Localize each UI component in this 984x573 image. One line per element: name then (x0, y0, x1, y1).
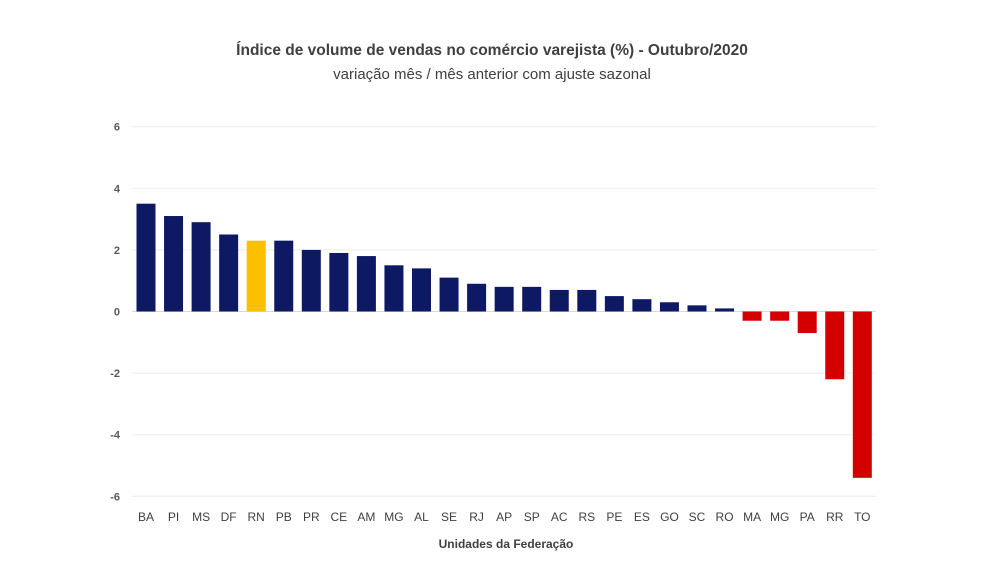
x-axis-label: Unidades da Federação (438, 537, 574, 551)
bar-al (412, 268, 431, 312)
bar-pa (797, 311, 817, 334)
x-tick-label: RJ (469, 510, 484, 524)
bar-am (356, 256, 376, 312)
bar-rn (246, 240, 266, 312)
bar-ba (136, 203, 156, 312)
bar-to (852, 311, 872, 478)
x-tick-label: PB (276, 510, 292, 524)
bar-ro (715, 308, 735, 312)
x-tick-label: SE (441, 510, 457, 524)
bar-rj (467, 283, 487, 312)
bar-ap (494, 286, 514, 312)
x-tick-label: PE (606, 510, 622, 524)
bar-pi (164, 216, 184, 312)
bar-pr (301, 249, 321, 312)
x-tick-label: BA (138, 510, 154, 524)
x-tick-label: ES (634, 510, 650, 524)
y-tick-label: -6 (110, 491, 120, 503)
y-tick-label: -4 (110, 430, 121, 442)
chart-subtitle: variação mês / mês anterior com ajuste s… (333, 66, 651, 83)
x-tick-label: AL (414, 510, 429, 524)
x-tick-label: RS (578, 510, 595, 524)
chart-title: Índice de volume de vendas no comércio v… (236, 42, 748, 59)
bar-rs (577, 289, 597, 312)
x-tick-label: CE (331, 510, 348, 524)
bar-ac (549, 289, 569, 312)
x-tick-label: TO (854, 510, 870, 524)
x-tick-label: RN (248, 510, 265, 524)
y-tick-label: 0 (114, 307, 120, 319)
bar-sc (687, 305, 707, 312)
x-tick-label: AP (496, 510, 512, 524)
x-tick-label: MS (192, 510, 210, 524)
x-tick-label: SC (689, 510, 706, 524)
y-tick-label: 4 (114, 183, 121, 195)
x-tick-label: PI (168, 510, 179, 524)
bar-sp (522, 286, 542, 312)
bar-rr (825, 311, 845, 380)
bar-ma (742, 311, 762, 321)
x-tick-label: AM (357, 510, 375, 524)
bar-pb (274, 240, 294, 312)
y-tick-label: 6 (114, 122, 120, 134)
x-tick-label: PR (303, 510, 320, 524)
x-tick-label: GO (660, 510, 679, 524)
x-tick-label: PA (800, 510, 815, 524)
y-tick-label: 2 (114, 245, 120, 257)
bar-ms (191, 222, 211, 312)
bar-es (632, 299, 652, 312)
x-tick-label: MG (384, 510, 403, 524)
x-tick-label: DF (221, 510, 237, 524)
x-tick-label: SP (524, 510, 540, 524)
bar-df (219, 234, 239, 312)
bar-se (439, 277, 459, 312)
x-tick-label: RO (716, 510, 734, 524)
x-tick-label: RR (826, 510, 844, 524)
bar-mg (770, 311, 790, 321)
bar-pe (604, 296, 624, 312)
x-tick-label: MA (743, 510, 761, 524)
x-tick-label: AC (551, 510, 568, 524)
y-tick-label: -2 (110, 368, 120, 380)
bar-mg (384, 265, 404, 312)
x-tick-label: MG (770, 510, 789, 524)
bar-go (659, 302, 679, 312)
bar-ce (329, 252, 349, 312)
